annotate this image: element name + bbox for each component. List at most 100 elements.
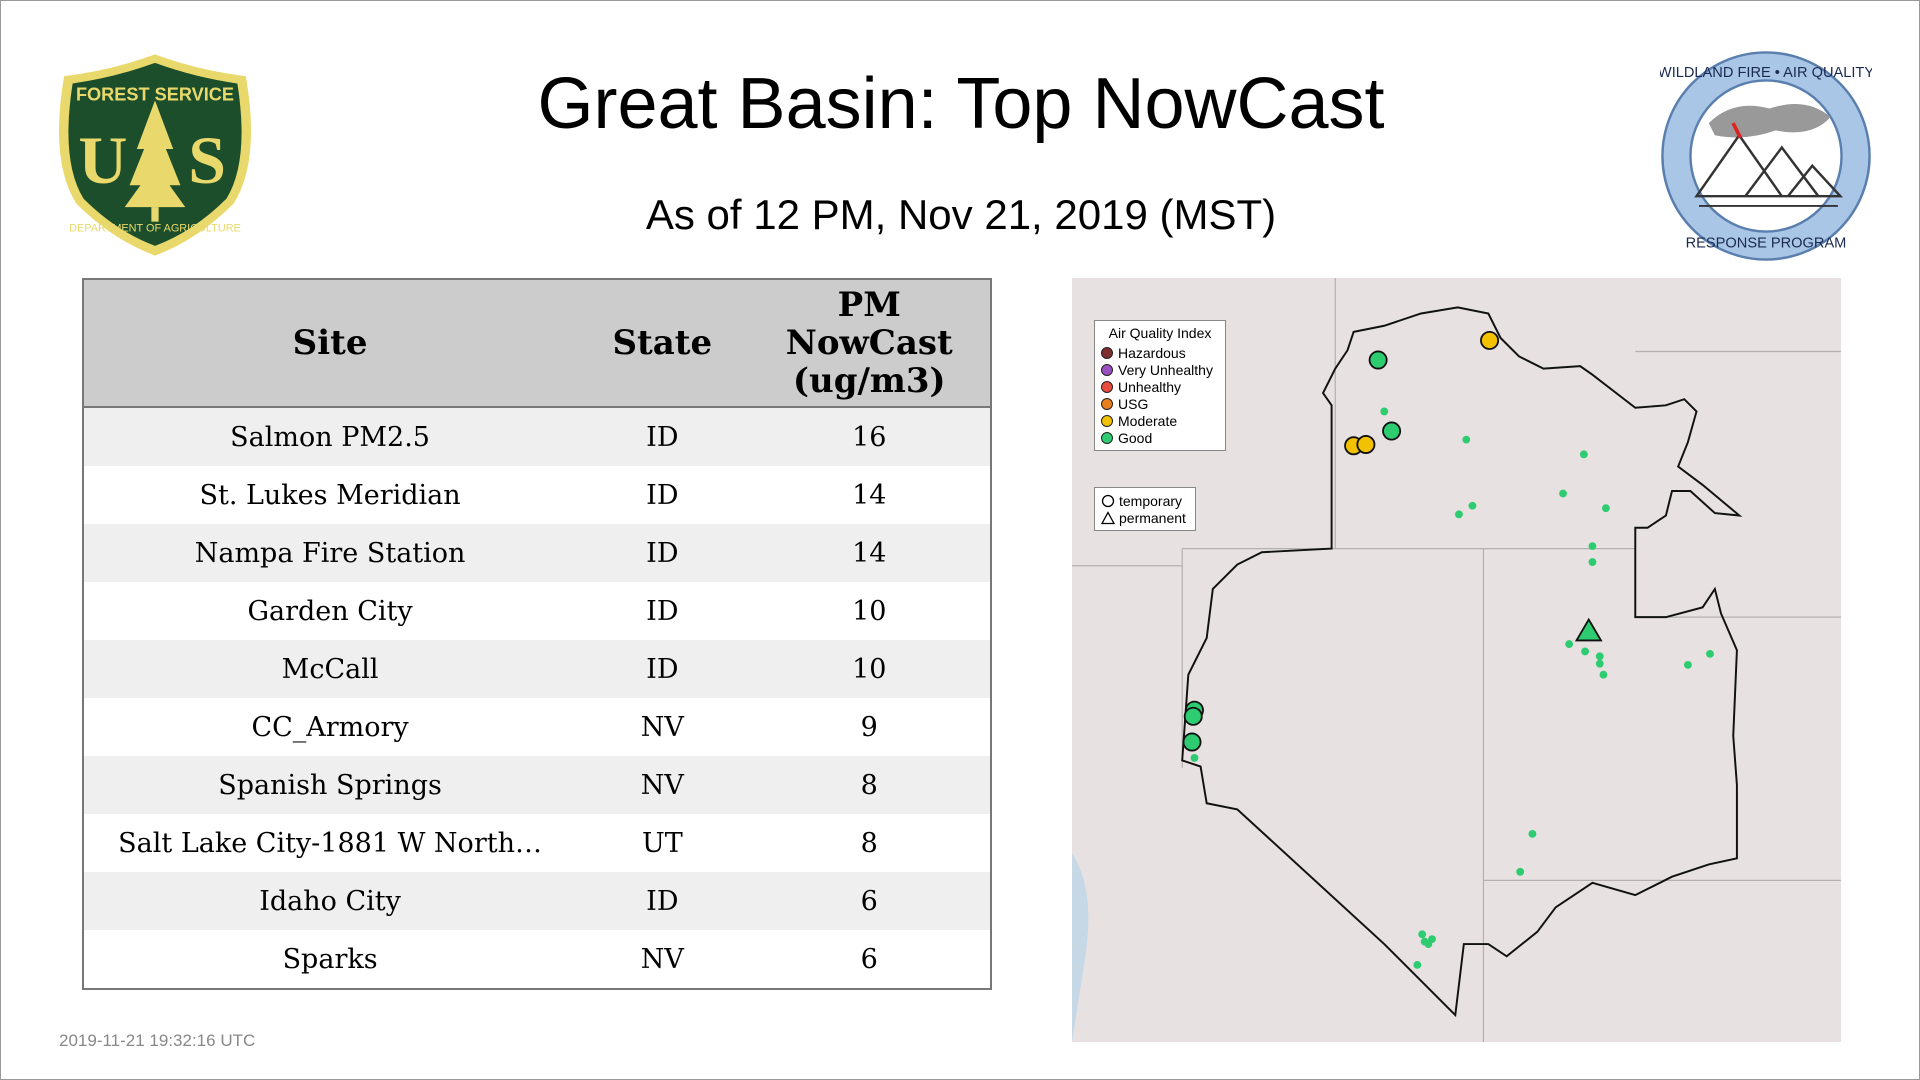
cell-state: ID: [576, 872, 749, 930]
legend-title: Air Quality Index: [1108, 325, 1212, 341]
legend-swatch: [1101, 397, 1113, 410]
top-nowcast-table: Site State PM NowCast (ug/m3) Salmon PM2…: [82, 278, 992, 990]
permanent-monitor-marker[interactable]: [1574, 617, 1603, 642]
cell-site: Spanish Springs: [83, 756, 577, 814]
table-header-row: Site State PM NowCast (ug/m3): [83, 279, 991, 408]
table-row: McCall ID 10: [83, 640, 991, 698]
table-row: Sparks NV 6: [83, 930, 991, 989]
legend-swatch: [1101, 431, 1113, 444]
cell-site: St. Lukes Meridian: [83, 466, 577, 524]
monitor-point[interactable]: [1595, 652, 1604, 661]
page-subtitle: As of 12 PM, Nov 21, 2019 (MST): [645, 191, 1277, 238]
monitor-point[interactable]: [1420, 937, 1429, 946]
cell-state: UT: [576, 814, 749, 872]
monitor-point[interactable]: [1588, 542, 1597, 551]
cell-nowcast: 8: [748, 756, 991, 814]
monitor-point[interactable]: [1455, 510, 1463, 519]
legend-item-temporary: temporary: [1101, 492, 1189, 509]
shape-legend: temporary permanent: [1094, 487, 1196, 531]
table-row: Salt Lake City-1881 W North… UT 8: [83, 814, 991, 872]
legend-item-unhealthy: Unhealthy: [1101, 378, 1219, 395]
cell-nowcast: 14: [748, 524, 991, 582]
monitor-point[interactable]: [1579, 450, 1588, 459]
legend-swatch: [1101, 380, 1113, 393]
air-quality-map: Air Quality Index Hazardous Very Unhealth…: [1072, 278, 1841, 1042]
temporary-monitor-marker[interactable]: [1382, 421, 1402, 441]
monitor-point[interactable]: [1418, 930, 1427, 939]
cell-nowcast: 16: [748, 407, 991, 466]
cell-site: Idaho City: [83, 872, 577, 930]
cell-nowcast: 6: [748, 872, 991, 930]
svg-text:S: S: [188, 123, 226, 198]
svg-text:WILDLAND FIRE • AIR QUALITY: WILDLAND FIRE • AIR QUALITY: [1660, 65, 1872, 81]
monitor-point[interactable]: [1528, 829, 1537, 838]
temporary-monitor-marker[interactable]: [1368, 350, 1388, 370]
ocean: [1072, 853, 1089, 1042]
svg-text:DEPARTMENT OF AGRICULTURE: DEPARTMENT OF AGRICULTURE: [69, 222, 241, 234]
timestamp: 2019-11-21 19:32:16 UTC: [59, 1031, 256, 1050]
monitor-point[interactable]: [1581, 647, 1589, 656]
cell-state: ID: [576, 466, 749, 524]
header-site: Site: [83, 279, 577, 408]
cell-nowcast: 10: [748, 582, 991, 640]
legend-item-usg: USG: [1101, 395, 1219, 412]
cell-site: Salmon PM2.5: [83, 407, 577, 466]
monitor-point[interactable]: [1413, 960, 1422, 969]
legend-item-very-unhealthy: Very Unhealthy: [1101, 361, 1219, 378]
cell-state: ID: [576, 640, 749, 698]
table-row: CC_Armory NV 9: [83, 698, 991, 756]
cell-nowcast: 8: [748, 814, 991, 872]
monitor-point[interactable]: [1684, 660, 1692, 669]
monitor-point[interactable]: [1190, 754, 1199, 762]
triangle-icon: [1101, 510, 1115, 524]
cell-state: NV: [576, 756, 749, 814]
temporary-monitor-marker[interactable]: [1356, 435, 1376, 455]
header-state: State: [576, 279, 749, 408]
monitor-point[interactable]: [1516, 867, 1525, 876]
svg-text:U: U: [78, 123, 127, 198]
legend-item-moderate: Moderate: [1101, 412, 1219, 429]
cell-site: Nampa Fire Station: [83, 524, 577, 582]
monitor-point[interactable]: [1468, 501, 1477, 510]
monitor-point[interactable]: [1595, 659, 1604, 668]
legend-item-hazardous: Hazardous: [1101, 344, 1219, 361]
cell-site: Garden City: [83, 582, 577, 640]
monitor-point[interactable]: [1428, 935, 1436, 944]
page-title: Great Basin: Top NowCast: [537, 64, 1385, 144]
temporary-monitor-marker[interactable]: [1183, 706, 1203, 726]
monitor-point[interactable]: [1559, 489, 1567, 498]
monitor-point[interactable]: [1599, 670, 1608, 679]
table-row: Spanish Springs NV 8: [83, 756, 991, 814]
circle-icon: [1101, 494, 1115, 507]
table-row: Salmon PM2.5 ID 16: [83, 407, 991, 466]
legend-swatch: [1101, 414, 1113, 427]
legend-swatch: [1101, 346, 1113, 359]
monitor-point[interactable]: [1462, 435, 1471, 444]
cell-site: Sparks: [83, 930, 577, 989]
table-row: Idaho City ID 6: [83, 872, 991, 930]
temporary-monitor-marker[interactable]: [1480, 330, 1500, 350]
cell-nowcast: 10: [748, 640, 991, 698]
table-row: St. Lukes Meridian ID 14: [83, 466, 991, 524]
legend-item-permanent: permanent: [1101, 509, 1189, 526]
cell-nowcast: 9: [748, 698, 991, 756]
monitor-point[interactable]: [1706, 649, 1714, 658]
svg-text:FOREST SERVICE: FOREST SERVICE: [76, 84, 234, 104]
monitor-point[interactable]: [1380, 407, 1389, 416]
legend-swatch: [1101, 363, 1113, 376]
monitor-point[interactable]: [1588, 558, 1597, 566]
cell-nowcast: 6: [748, 930, 991, 989]
cell-site: CC_Armory: [83, 698, 577, 756]
state-borders: [1072, 278, 1841, 1042]
wildland-fire-air-quality-logo: WILDLAND FIRE • AIR QUALITY RESPONSE PRO…: [1658, 50, 1874, 262]
monitor-point[interactable]: [1601, 504, 1610, 513]
cell-state: ID: [576, 582, 749, 640]
cell-nowcast: 14: [748, 466, 991, 524]
cell-state: NV: [576, 930, 749, 989]
aqi-legend: Air Quality Index Hazardous Very Unhealth…: [1094, 320, 1226, 451]
temporary-monitor-marker[interactable]: [1182, 732, 1202, 752]
forest-service-logo: FOREST SERVICE U S DEPARTMENT OF AGRICUL…: [52, 52, 258, 258]
table-row: Nampa Fire Station ID 14: [83, 524, 991, 582]
header-nowcast: PM NowCast (ug/m3): [748, 279, 991, 408]
monitor-point[interactable]: [1565, 640, 1574, 649]
